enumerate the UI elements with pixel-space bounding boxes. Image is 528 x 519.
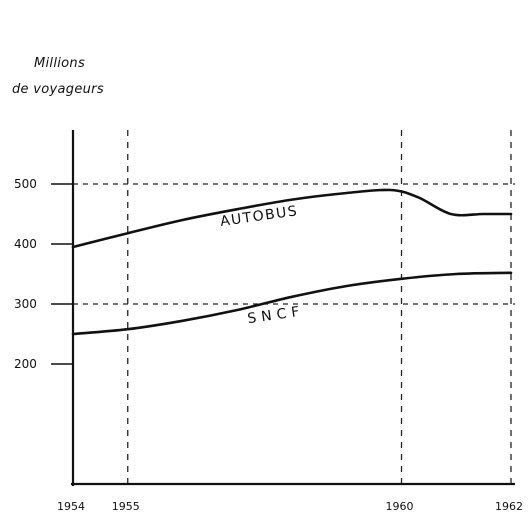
series-line-autobus	[71, 188, 513, 249]
axes	[51, 130, 515, 486]
y-tick-label-500: 500	[14, 177, 37, 191]
y-tick-label-200: 200	[14, 357, 37, 371]
x-tick-label-1954: 1954	[57, 500, 85, 513]
series-line-sncf	[71, 271, 513, 336]
x-tick-label-1962: 1962	[495, 500, 523, 513]
x-tick-label-1955: 1955	[112, 500, 140, 513]
tick-labels: 500 400 300 200 1954 1955 1960 1962	[14, 177, 523, 513]
y-tick-label-400: 400	[14, 237, 37, 251]
series-label-autobus: AUTOBUS	[219, 203, 299, 230]
y-tick-label-300: 300	[14, 297, 37, 311]
series-label-sncf: SNCF	[247, 303, 306, 327]
series-labels: AUTOBUS SNCF	[219, 203, 305, 327]
y-axis-label-line2: de voyageurs	[12, 82, 104, 97]
y-axis-label-line1: Millions	[34, 56, 86, 71]
x-tick-label-1960: 1960	[386, 500, 414, 513]
gridlines	[73, 130, 515, 484]
series-lines	[71, 188, 513, 336]
